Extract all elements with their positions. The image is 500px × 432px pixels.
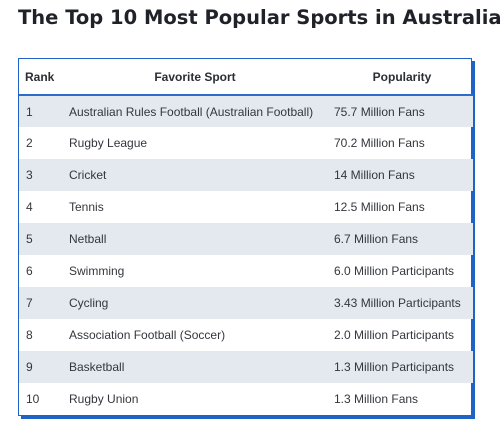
table-row: 5 Netball 6.7 Million Fans	[19, 223, 473, 255]
table-row: 1 Australian Rules Football (Australian …	[19, 95, 473, 127]
sports-table-card: Rank Favorite Sport Popularity 1 Austral…	[18, 58, 473, 416]
rank-cell: 2	[26, 136, 33, 150]
sport-cell: Association Football (Soccer)	[69, 328, 226, 342]
table-row: 10 Rugby Union 1.3 Million Fans	[19, 383, 473, 415]
popularity-cell: 3.43 Million Participants	[334, 296, 461, 310]
rank-cell: 4	[26, 200, 33, 214]
popularity-cell: 1.3 Million Participants	[334, 360, 455, 374]
header-rank: Rank	[25, 69, 55, 84]
table-body: 1 Australian Rules Football (Australian …	[19, 95, 473, 415]
table-row: 2 Rugby League 70.2 Million Fans	[19, 127, 473, 159]
sports-table: Rank Favorite Sport Popularity 1 Austral…	[19, 59, 473, 415]
popularity-cell: 14 Million Fans	[334, 168, 415, 182]
header-popularity: Popularity	[372, 69, 432, 84]
popularity-cell: 70.2 Million Fans	[334, 136, 425, 150]
sport-cell: Cycling	[69, 296, 109, 310]
sport-cell: Basketball	[69, 360, 125, 374]
sport-cell: Rugby League	[69, 136, 148, 150]
table-header-row: Rank Favorite Sport Popularity	[19, 59, 473, 95]
table-header: Rank Favorite Sport Popularity	[19, 59, 473, 95]
table-row: 9 Basketball 1.3 Million Participants	[19, 351, 473, 383]
rank-cell: 7	[26, 296, 33, 310]
header-favorite-sport: Favorite Sport	[154, 69, 236, 84]
rank-cell: 3	[26, 168, 33, 182]
sport-cell: Cricket	[69, 168, 107, 182]
sport-cell: Australian Rules Football (Australian Fo…	[69, 104, 314, 119]
popularity-cell: 2.0 Million Participants	[334, 328, 455, 342]
rank-cell: 10	[26, 392, 40, 406]
table-row: 7 Cycling 3.43 Million Participants	[19, 287, 473, 319]
rank-cell: 1	[26, 104, 33, 119]
table-row: 3 Cricket 14 Million Fans	[19, 159, 473, 191]
popularity-cell: 6.7 Million Fans	[334, 232, 419, 246]
popularity-cell: 75.7 Million Fans	[334, 104, 425, 119]
popularity-cell: 6.0 Million Participants	[334, 264, 455, 278]
rank-cell: 9	[26, 360, 33, 374]
popularity-cell: 1.3 Million Fans	[334, 392, 419, 406]
sport-cell: Rugby Union	[69, 392, 139, 406]
rank-cell: 8	[26, 328, 33, 342]
sport-cell: Tennis	[69, 200, 104, 214]
table-row: 8 Association Football (Soccer) 2.0 Mill…	[19, 319, 473, 351]
sport-cell: Swimming	[69, 264, 125, 278]
table-row: 6 Swimming 6.0 Million Participants	[19, 255, 473, 287]
sport-cell: Netball	[69, 232, 107, 246]
rank-cell: 6	[26, 264, 33, 278]
rank-cell: 5	[26, 232, 33, 246]
popularity-cell: 12.5 Million Fans	[334, 200, 425, 214]
table-row: 4 Tennis 12.5 Million Fans	[19, 191, 473, 223]
page-title: The Top 10 Most Popular Sports in Austra…	[18, 6, 500, 29]
